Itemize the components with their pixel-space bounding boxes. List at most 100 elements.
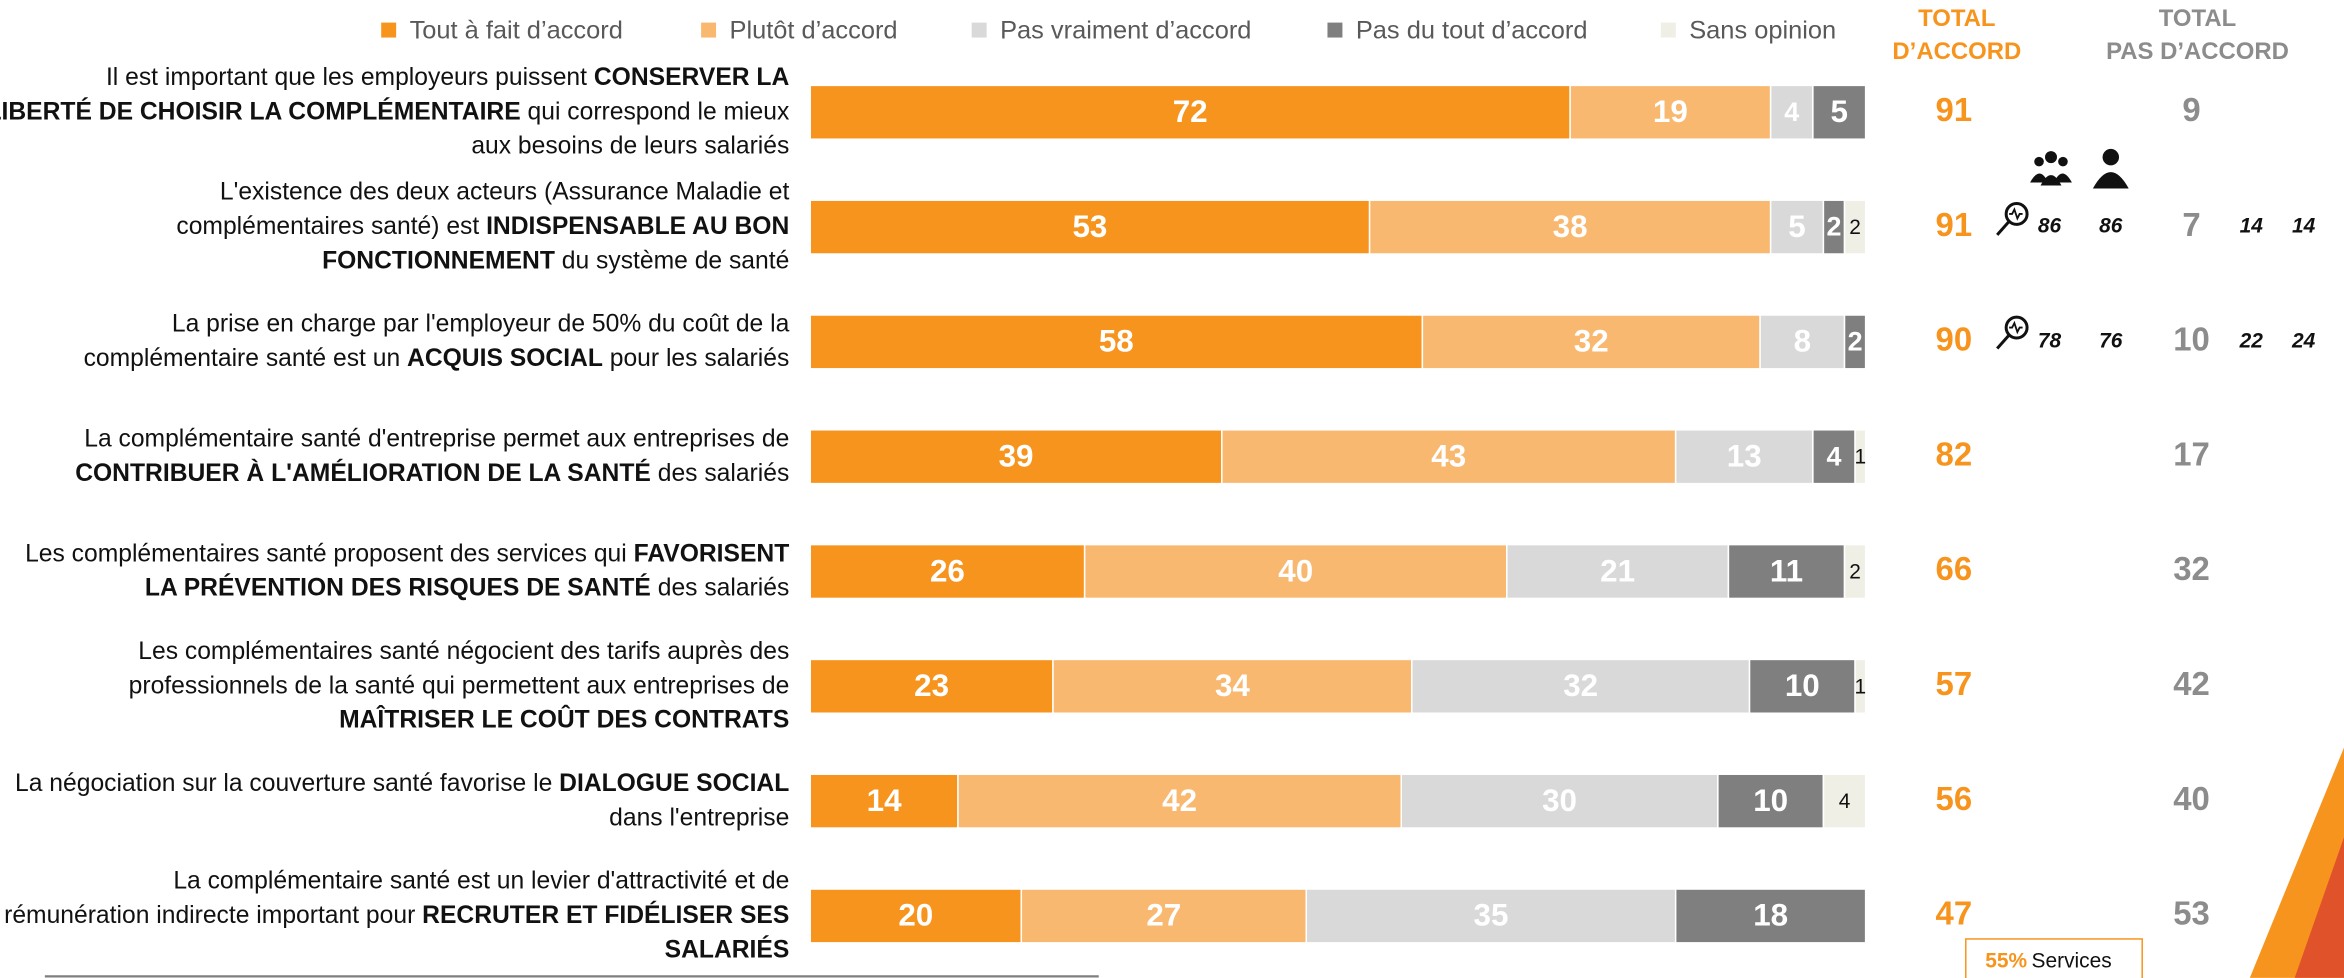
category-label: complémentaire santé est un ACQUIS SOCIA… [84, 345, 790, 372]
bar-segment [809, 199, 1371, 255]
bar-segment [809, 314, 1424, 370]
category-run: rémunération indirecte important pour [4, 901, 422, 928]
category-label: CONTRIBUER À L'AMÉLIORATION DE LA SANTÉ … [75, 458, 789, 486]
bar-segment [1083, 543, 1508, 600]
bar-segment [1400, 773, 1719, 829]
bar-segment [1812, 84, 1867, 140]
bar-segment [1411, 658, 1751, 714]
bar-segment [1020, 888, 1308, 944]
category-run: CONTRIBUER À L'AMÉLIORATION DE LA SANTÉ [75, 458, 651, 486]
bar-value-label: 10 [1753, 783, 1788, 818]
total-pas: 17 [2173, 435, 2210, 472]
bar-segment [1674, 888, 1867, 944]
category-run: LIBERTÉ DE CHOISIR LA COMPLÉMENTAIRE [0, 97, 521, 125]
total-pas: 7 [2182, 206, 2200, 243]
bar-value-label: 2 [1849, 561, 1861, 584]
bar-segment [1421, 314, 1761, 370]
category-run: MAÎTRISER LE COÛT DES CONTRATS [339, 705, 789, 733]
subgroup-value: 78 [2038, 329, 2062, 352]
category-run: INDISPENSABLE AU BON [486, 213, 789, 240]
category-run: FAVORISENT [634, 540, 790, 567]
category-run: complémentaire santé est un [84, 345, 407, 372]
category-label: La complémentaire santé est un levier d'… [173, 867, 789, 894]
bar-segment [957, 773, 1403, 829]
bar-segment [1221, 429, 1677, 485]
bar-segment [1717, 773, 1825, 829]
category-run: dans l'entreprise [609, 804, 789, 831]
bar-segment [1822, 773, 1867, 829]
legend-swatch [1660, 22, 1676, 38]
bar-value-label: 38 [1553, 209, 1588, 244]
category-run: Il est important que les employeurs puis… [106, 63, 594, 90]
bar-value-label: 23 [914, 668, 949, 703]
category-label: MAÎTRISER LE COÛT DES CONTRATS [339, 705, 789, 733]
bar-value-label: 1 [1855, 675, 1867, 698]
category-run: pour les salariés [603, 345, 789, 372]
category-run: La complémentaire santé est un levier d'… [173, 867, 789, 894]
category-run: du système de santé [555, 247, 789, 274]
subgroup-value: 86 [2099, 215, 2123, 238]
subgroup-value: 86 [2038, 215, 2062, 238]
category-run: La négociation sur la couverture santé f… [15, 769, 559, 796]
category-label: La complémentaire santé d'entreprise per… [84, 425, 789, 452]
annotation: 55% Services [1985, 949, 2112, 972]
icon-magnifier [1996, 201, 2029, 236]
legend-label: Sans opinion [1689, 16, 1836, 44]
total-accord: 47 [1936, 895, 1973, 932]
category-run: complémentaires santé) est [176, 213, 486, 240]
bar-value-label: 40 [1278, 553, 1313, 588]
category-run: FONCTIONNEMENT [322, 247, 555, 274]
total-accord: 57 [1936, 665, 1973, 702]
bar-value-label: 2 [1848, 327, 1863, 357]
bar-value-label: 4 [1784, 97, 1799, 127]
total-accord: 91 [1936, 91, 1973, 128]
bar-value-label: 2 [1849, 216, 1861, 239]
category-run: La complémentaire santé d'entreprise per… [84, 425, 789, 452]
category-label: Les complémentaires santé négocient des … [138, 637, 789, 664]
category-label: aux besoins de leurs salariés [471, 132, 789, 159]
category-label: complémentaires santé) est INDISPENSABLE… [176, 213, 789, 240]
bar-value-label: 18 [1753, 898, 1788, 933]
bar-value-label: 4 [1826, 441, 1841, 471]
bar-segment [1769, 84, 1814, 140]
category-run: DIALOGUE SOCIAL [559, 769, 789, 796]
bar-segment [1748, 658, 1856, 714]
bar-value-label: 39 [999, 439, 1034, 474]
category-run: RECRUTER ET FIDÉLISER SES [422, 900, 789, 928]
bar-segment [809, 658, 1054, 714]
category-run: des salariés [651, 574, 789, 601]
total-pas: 42 [2173, 665, 2210, 702]
total-pas: 53 [2173, 895, 2210, 932]
bar-segment [1506, 543, 1730, 600]
total-pas: 32 [2173, 550, 2210, 587]
category-label: Les complémentaires santé proposent des … [25, 540, 789, 567]
category-run: LA PRÉVENTION DES RISQUES DE SANTÉ [145, 573, 651, 601]
subgroup-value: 22 [2239, 329, 2264, 352]
category-label: rémunération indirecte important pour RE… [4, 900, 789, 928]
bar-value-label: 42 [1162, 783, 1197, 818]
bar-segment [1674, 429, 1814, 485]
bar-value-label: 4 [1839, 790, 1851, 813]
bar-segment [1854, 429, 1867, 485]
total-accord: 90 [1936, 321, 1973, 358]
category-run: CONSERVER LA [594, 63, 790, 90]
category-run: La prise en charge par l'employeur de 50… [172, 310, 790, 337]
annotation-box [1965, 938, 2143, 978]
category-label: FONCTIONNEMENT du système de santé [322, 247, 789, 274]
category-label: La négociation sur la couverture santé f… [15, 769, 789, 796]
bar-segment [1843, 314, 1867, 370]
bar-value-label: 21 [1600, 553, 1635, 588]
category-run: L'existence des deux acteurs (Assurance … [220, 178, 790, 205]
total-header: TOTAL [2159, 5, 2236, 32]
category-label: L'existence des deux acteurs (Assurance … [220, 178, 790, 205]
bar-value-label: 5 [1831, 94, 1848, 129]
subgroup-value: 24 [2291, 329, 2316, 352]
legend-swatch [971, 22, 987, 38]
total-header: TOTAL [1918, 5, 1995, 32]
category-label: LA PRÉVENTION DES RISQUES DE SANTÉ des s… [145, 573, 789, 601]
bar-segment [1843, 543, 1867, 600]
bar-value-label: 8 [1794, 324, 1811, 359]
bar-segment [1759, 314, 1846, 370]
legend-label: Pas du tout d’accord [1356, 16, 1588, 44]
